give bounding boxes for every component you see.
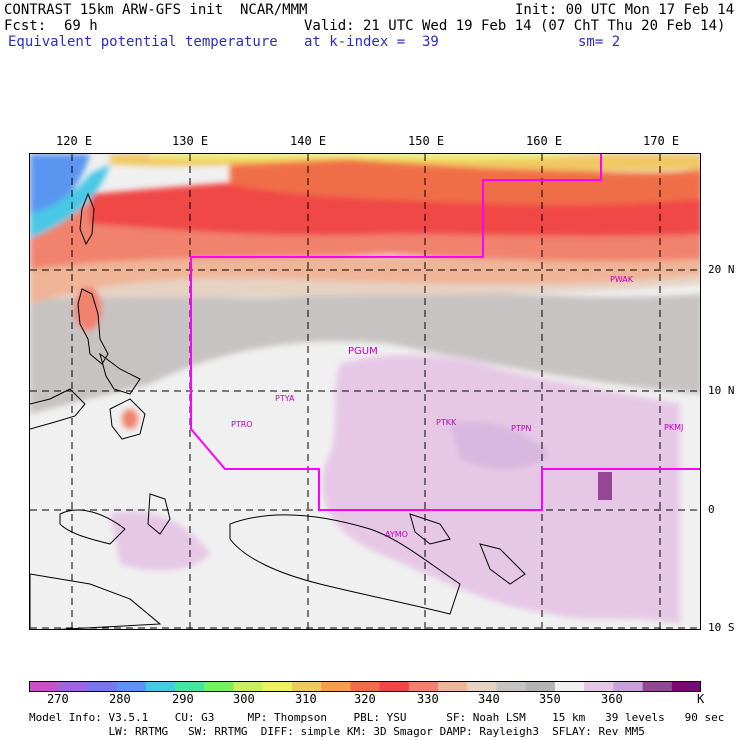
colorbar-swatch: [671, 681, 701, 692]
colorbar-swatch: [379, 681, 410, 692]
valid-time: Valid: 21 UTC Wed 19 Feb 14 (07 ChT Thu …: [304, 18, 726, 34]
fcst-value: 69 h: [64, 18, 98, 34]
colorbar-swatch: [29, 681, 59, 692]
colorbar-swatch: [145, 681, 176, 692]
lat-label-0: 0: [708, 503, 715, 516]
colorbar-swatch: [496, 681, 527, 692]
init-time: Init: 00 UTC Mon 17 Feb 14: [515, 2, 735, 18]
colorbar: [29, 681, 701, 692]
colorbar-swatch: [350, 681, 381, 692]
colorbar-swatch: [321, 681, 351, 692]
lon-label-140: 140 E: [290, 134, 327, 148]
colorbar-label-310: 310: [295, 692, 317, 706]
colorbar-swatch: [175, 681, 205, 692]
colorbar-swatch: [262, 681, 293, 692]
lon-label-130: 130 E: [172, 134, 209, 148]
colorbar-swatch: [408, 681, 439, 692]
timor-outline: [30, 573, 162, 629]
palawan-outline: [30, 388, 86, 430]
lon-label-160: 160 E: [526, 134, 563, 148]
colorbar-label-270: 270: [47, 692, 69, 706]
new-britain-outline: [409, 513, 451, 545]
station-ptro: PTRO: [231, 420, 253, 429]
colorbar-swatch: [87, 681, 118, 692]
level-info: at k-index = 39: [304, 34, 439, 50]
model-info-line2: LW: RRTMG SW: RRTMG DIFF: simple KM: 3D …: [29, 725, 645, 738]
colorbar-swatch: [233, 681, 264, 692]
halmahera-outline: [147, 493, 171, 535]
colorbar-border: [29, 681, 701, 692]
lat-label-10n: 10 N: [708, 384, 735, 397]
station-ptpn: PTPN: [511, 424, 532, 433]
colorbar-label-300: 300: [233, 692, 255, 706]
station-ptkk: PTKK: [436, 418, 457, 427]
theta-e-field: [30, 154, 700, 624]
station-pgum: PGUM: [348, 346, 378, 357]
colorbar-label-290: 290: [172, 692, 194, 706]
taiwan-outline: [79, 192, 95, 246]
field-name: Equivalent potential temperature: [8, 34, 278, 50]
theta-e-minimum: [598, 472, 612, 500]
colorbar-swatch: [291, 681, 322, 692]
colorbar-label-360: 360: [601, 692, 623, 706]
new-guinea-outline: [229, 514, 461, 615]
header-title: CONTRAST 15km ARW-GFS init NCAR/MMM: [4, 2, 308, 18]
colorbar-label-280: 280: [109, 692, 131, 706]
colorbar-label-350: 350: [539, 692, 561, 706]
mindanao-outline: [109, 398, 146, 440]
model-info-line1: Model Info: V3.5.1 CU: G3 MP: Thompson P…: [29, 711, 725, 724]
station-pwak: PWAK: [610, 275, 634, 284]
station-pkmj: PKMJ: [664, 423, 684, 432]
lat-label-10s: 10 S: [708, 621, 735, 634]
solomon-islands-outline: [479, 543, 526, 585]
station-ptya: PTYA: [275, 394, 295, 403]
colorbar-swatch: [58, 681, 88, 692]
luzon-outline: [77, 288, 109, 365]
colorbar-label-320: 320: [354, 692, 376, 706]
station-aymo: AYMO: [385, 530, 408, 539]
lon-label-150: 150 E: [408, 134, 445, 148]
colorbar-swatch: [554, 681, 585, 692]
lon-label-120: 120 E: [56, 134, 93, 148]
lat-label-20n: 20 N: [708, 263, 735, 276]
colorbar-label-330: 330: [417, 692, 439, 706]
visayas-outline: [99, 352, 141, 395]
map-canvas: [30, 154, 700, 629]
colorbar-swatch: [584, 681, 614, 692]
colorbar-swatch: [613, 681, 644, 692]
area-boundary: [190, 154, 700, 511]
map-panel[interactable]: PWAK PGUM PTYA PTRO PTKK PTPN PKMJ AYMO: [29, 153, 701, 630]
colorbar-unit: K: [697, 692, 705, 706]
lon-label-170: 170 E: [643, 134, 680, 148]
fcst-label: Fcst:: [4, 18, 47, 34]
colorbar-swatch: [438, 681, 468, 692]
coastlines: [30, 192, 526, 629]
smooth-info: sm= 2: [578, 34, 621, 50]
colorbar-swatch: [204, 681, 235, 692]
colorbar-label-340: 340: [478, 692, 500, 706]
colorbar-swatch: [525, 681, 556, 692]
colorbar-swatch: [642, 681, 673, 692]
colorbar-swatch: [116, 681, 147, 692]
colorbar-swatch: [467, 681, 497, 692]
